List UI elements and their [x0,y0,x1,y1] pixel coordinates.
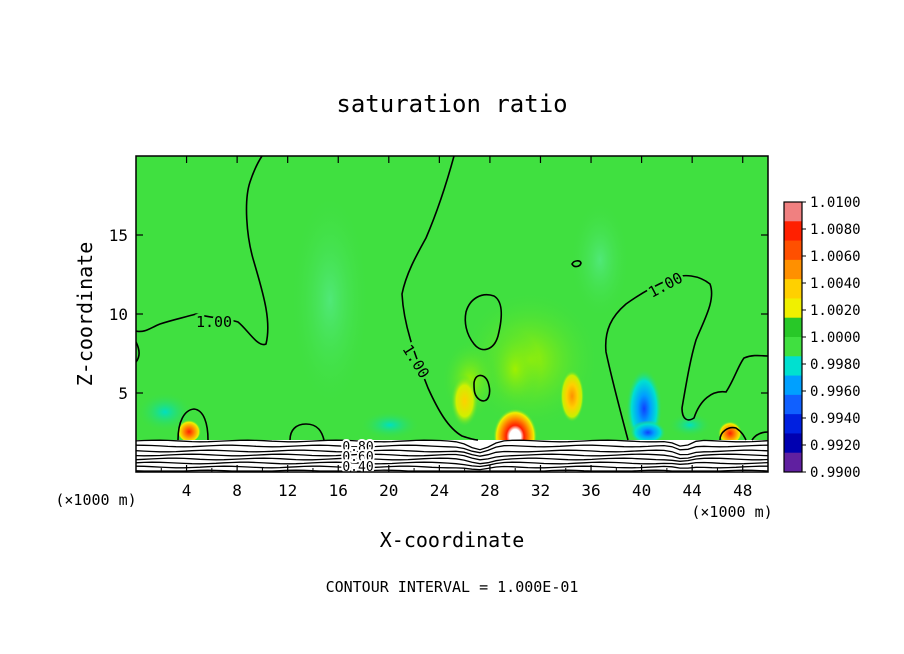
field-background [136,156,768,472]
contour-label: 0.60 [342,450,373,465]
x-tick-label: 32 [531,481,550,500]
x-units-right: (×1000 m) [691,503,772,521]
contour-bump-47km [719,426,747,441]
colorbar-swatch [784,317,802,338]
colorbar-label: 1.0000 [810,330,861,346]
low-contour-line [136,439,768,451]
colorbar-label: 0.9940 [810,411,861,427]
colorbar-swatch [784,337,802,357]
contour-small-loop [571,260,582,268]
colorbar: 1.0100 1.0080 1.0060 1.0040 1.0020 1.0000 0.99… [783,195,861,481]
x-tick-label: 28 [480,481,499,500]
contour-bump-4km [177,408,209,441]
contour-left-edge [136,341,140,363]
cyan-region-mid [360,411,420,439]
colorbar-label: 0.9980 [810,357,861,373]
field-shading [137,190,712,439]
colorbar-label: 1.0040 [810,276,861,292]
contour-lines-1-00 [136,156,768,441]
colorbar-swatch [784,433,802,454]
colorbar-label: 0.9900 [810,465,861,481]
field-feature [450,374,479,427]
cyan-region-right [668,413,712,437]
colorbar-swatch [784,202,802,222]
cyan-region-left [137,392,193,432]
x-tick-label: 48 [733,481,752,500]
chart-title: saturation ratio [336,90,567,118]
y-axis-label: Z-coordinate [73,242,97,387]
colorbar-label: 1.0100 [810,195,861,211]
x-tick-label: 20 [379,481,398,500]
colorbar-label: 0.9920 [810,438,861,454]
contour-label: 1.00 [196,313,232,331]
y-tick-label: 10 [109,305,128,324]
field-features [177,329,743,459]
contour-closed-loop-a [464,294,503,351]
low-contour-line [136,469,768,472]
colorbar-swatch [784,221,802,242]
contour-interval-footer: CONTOUR INTERVAL = 1.000E-01 [326,578,579,596]
field-feature [629,420,666,445]
low-contour-line [136,457,768,465]
pale-band-2 [570,200,630,320]
colorbar-label: 1.0080 [810,222,861,238]
field-feature [177,417,202,442]
field-feature [489,329,542,410]
low-contour-line [136,461,768,468]
colorbar-swatch [784,259,802,280]
y-tick-label: 15 [109,226,128,245]
contour-right-edge [751,431,768,441]
x-axis-label: X-coordinate [380,528,525,552]
y-axis: 5 10 15 [109,226,768,403]
field-feature [560,370,585,423]
x-tick-label: 12 [278,481,297,500]
x-tick-label: 16 [329,481,348,500]
colorbar-swatch [784,414,802,434]
contour-closed-loop-b [473,374,491,402]
x-tick-label: 4 [182,481,192,500]
colorbar-swatch [784,375,802,396]
x-tick-label: 40 [632,481,651,500]
colorbar-swatch [784,394,802,415]
x-tick-label: 36 [581,481,600,500]
low-level-contours [136,439,768,472]
contour-label: 0.80 [342,440,373,455]
low-contour-line [136,465,768,471]
colorbar-swatch [784,279,802,299]
low-contour-line [136,444,768,454]
colorbar-label: 1.0020 [810,303,861,319]
x-axis: 4 8 12 16 20 24 28 32 36 40 44 48 [160,156,752,500]
contour-central [401,156,479,441]
x-tick-label: 44 [683,481,702,500]
contour-right-arc [604,274,768,441]
field-feature [718,418,743,443]
plot-area [136,156,768,472]
x-tick-label: 8 [232,481,242,500]
contour-bump-13km [289,423,325,441]
pale-band-1 [290,190,370,410]
low-contour-line [136,449,768,457]
colorbar-swatch [784,356,802,377]
colorbar-swatch [784,452,802,473]
colorbar-label: 1.0060 [810,249,861,265]
x-units-left: (×1000 m) [55,491,136,509]
low-contour-line [136,453,768,461]
colorbar-swatch [784,298,802,319]
contour-left-lobe [136,156,269,346]
y-tick-label: 5 [118,384,128,403]
colorbar-label: 0.9960 [810,384,861,400]
x-tick-label: 24 [430,481,449,500]
colorbar-swatch [784,240,802,261]
